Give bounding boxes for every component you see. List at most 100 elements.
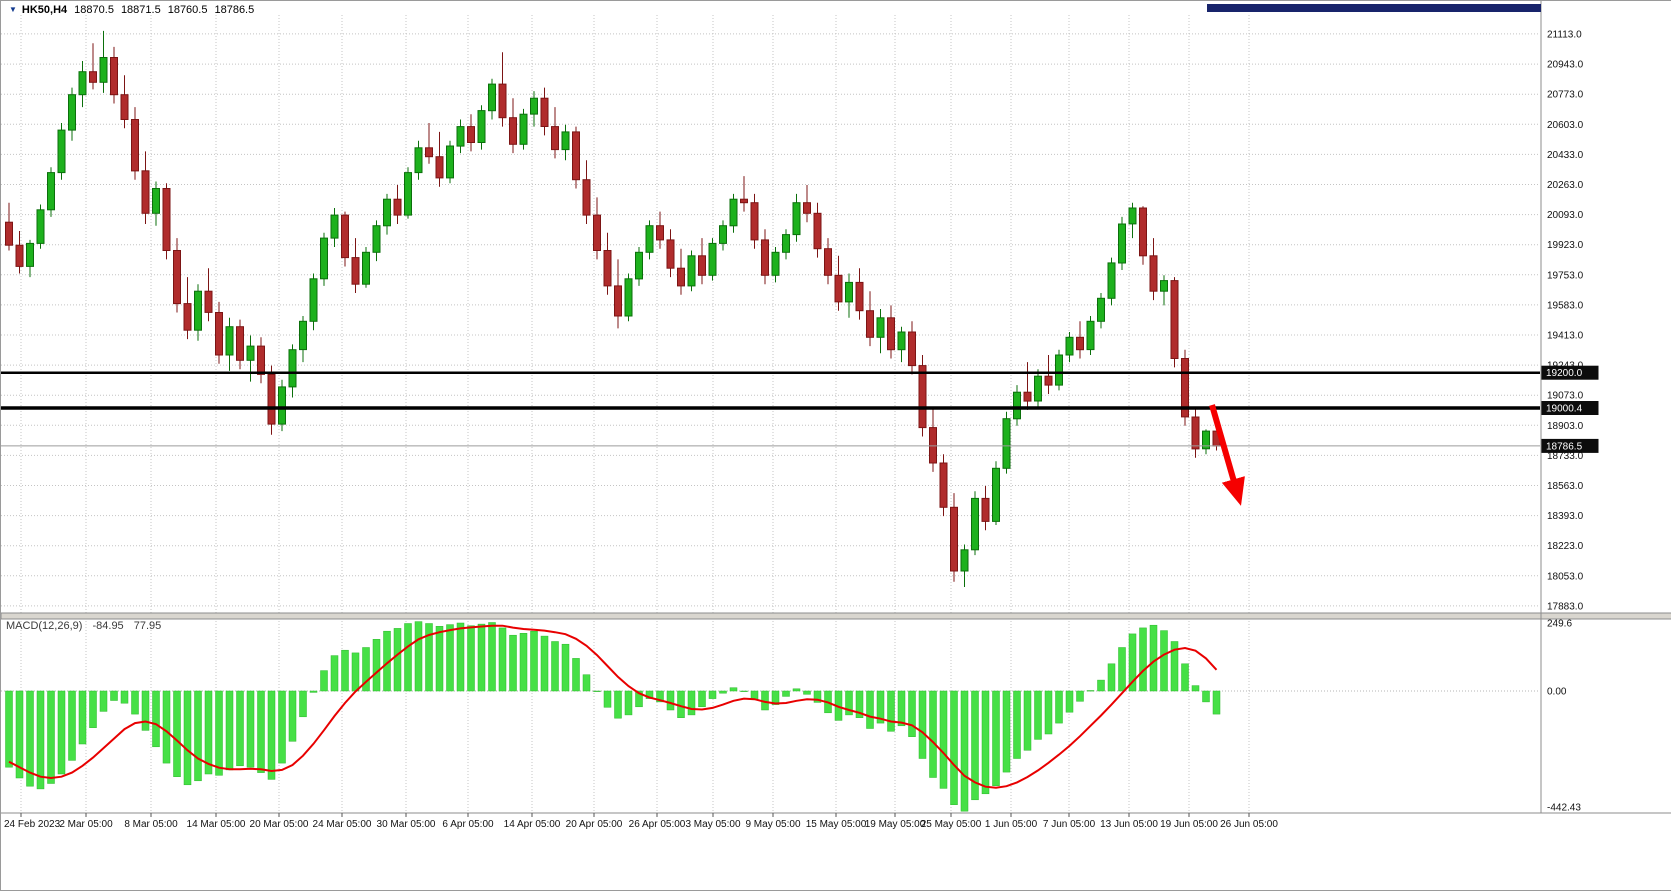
macd-histogram-bar: [897, 690, 906, 727]
macd-histogram-bar: [687, 690, 696, 716]
candle-bearish: [540, 97, 549, 127]
macd-histogram-bar: [887, 690, 895, 732]
macd-histogram-bar: [236, 690, 244, 767]
candle-bearish: [981, 497, 990, 522]
date-axis-label: 9 May 05:00: [745, 819, 800, 830]
macd-histogram-bar: [477, 623, 486, 692]
price-axis-label: 19413.0: [1547, 331, 1584, 342]
macd-histogram-bar: [404, 623, 412, 692]
price-tag-label: 19000.4: [1546, 404, 1583, 415]
candle-bullish: [78, 71, 87, 96]
macd-histogram-bar: [47, 690, 55, 784]
macd-histogram-bar: [1013, 690, 1021, 759]
date-axis-label: 19 May 05:00: [865, 819, 926, 830]
macd-histogram-bar: [1097, 679, 1105, 692]
candle-bullish: [225, 326, 234, 356]
ohlc-close: 18786.5: [214, 4, 255, 16]
candle-bearish: [131, 119, 139, 172]
macd-histogram-bar: [414, 621, 423, 692]
candle-bullish: [309, 278, 318, 322]
candle-bearish: [656, 225, 664, 241]
price-axis-label: 18563.0: [1547, 481, 1584, 492]
macd-histogram-bar: [351, 652, 360, 692]
macd-histogram-bar: [614, 690, 622, 719]
price-axis-label: 20093.0: [1547, 210, 1584, 221]
macd-histogram-bar: [225, 690, 234, 771]
candle-bearish: [824, 248, 832, 276]
macd-histogram-bar: [540, 635, 549, 692]
macd-histogram-bar: [131, 690, 139, 715]
macd-histogram-bar: [1212, 690, 1221, 715]
candle-bullish: [414, 147, 423, 174]
macd-histogram-bar: [173, 690, 181, 777]
macd-histogram-bar: [89, 690, 97, 728]
candle-bullish: [99, 57, 108, 83]
macd-histogram-bar: [1170, 641, 1179, 692]
macd-histogram-bar: [509, 634, 517, 692]
macd-histogram-bar: [572, 658, 580, 692]
macd-histogram-bar: [162, 690, 171, 764]
candle-bullish: [288, 349, 297, 388]
candle-bullish: [1118, 223, 1126, 264]
macd-signal-value: 77.95: [133, 620, 162, 632]
macd-histogram-bar: [341, 649, 349, 692]
date-axis-label: 25 May 05:00: [921, 819, 982, 830]
candle-bearish: [1149, 255, 1158, 292]
date-axis-label: 15 May 05:00: [806, 819, 867, 830]
candle-bearish: [5, 221, 13, 246]
candle-bullish: [488, 83, 496, 112]
candle-bullish: [1055, 354, 1063, 386]
macd-histogram-bar: [677, 690, 685, 718]
candle-bearish: [939, 462, 948, 508]
macd-histogram-bar: [1023, 690, 1032, 751]
candle-bearish: [498, 83, 507, 119]
price-axis-label: 18223.0: [1547, 541, 1584, 552]
date-axis-label: 7 Jun 05:00: [1043, 819, 1096, 830]
candle-bullish: [446, 145, 454, 179]
candle-bearish: [866, 310, 874, 338]
date-axis-label: 3 May 05:00: [685, 819, 740, 830]
candle-bullish: [152, 188, 160, 214]
candle-bullish: [36, 209, 45, 244]
date-axis-label: 20 Mar 05:00: [250, 819, 309, 830]
candle-bullish: [1002, 418, 1011, 469]
candle-bullish: [372, 225, 381, 253]
macd-histogram-bar: [1107, 663, 1116, 692]
candle-bearish: [908, 331, 916, 367]
macd-histogram-bar: [183, 690, 192, 786]
candle-bearish: [572, 131, 580, 181]
macd-histogram-bar: [666, 690, 675, 711]
price-axis-label: 18903.0: [1547, 421, 1584, 432]
macd-histogram-bar: [992, 690, 1000, 786]
macd-histogram-bar: [551, 641, 559, 692]
price-axis-label: 20603.0: [1547, 120, 1584, 131]
candle-bullish: [57, 129, 66, 174]
macd-histogram-bar: [1044, 690, 1053, 735]
price-axis-label: 21113.0: [1547, 29, 1582, 40]
macd-histogram-bar: [194, 690, 202, 782]
date-axis-label: 2 Mar 05:00: [59, 819, 113, 830]
candle-bearish: [929, 427, 937, 464]
price-tag: [1541, 401, 1599, 415]
candle-bearish: [351, 257, 360, 285]
macd-histogram-bar: [204, 690, 213, 775]
macd-histogram-bar: [110, 690, 118, 701]
panel-splitter[interactable]: [1, 612, 1671, 620]
candle-bullish: [719, 225, 727, 244]
candle-bearish: [204, 290, 213, 313]
macd-histogram-bar: [215, 690, 223, 776]
macd-histogram-bar: [845, 690, 853, 716]
candle-bullish: [771, 251, 780, 276]
candle-bearish: [918, 365, 927, 429]
macd-histogram-bar: [99, 690, 108, 712]
macd-histogram-bar: [971, 690, 979, 801]
macd-signal-line: [8, 624, 1218, 789]
trend-arrow[interactable]: [1209, 404, 1245, 506]
ohlc-open: 18870.5: [74, 4, 114, 16]
macd-histogram-bar: [708, 690, 717, 699]
macd-histogram-bar: [152, 690, 160, 748]
candle-bullish: [404, 172, 412, 216]
macd-histogram-bar: [719, 690, 727, 694]
date-axis-label: 14 Mar 05:00: [187, 819, 246, 830]
